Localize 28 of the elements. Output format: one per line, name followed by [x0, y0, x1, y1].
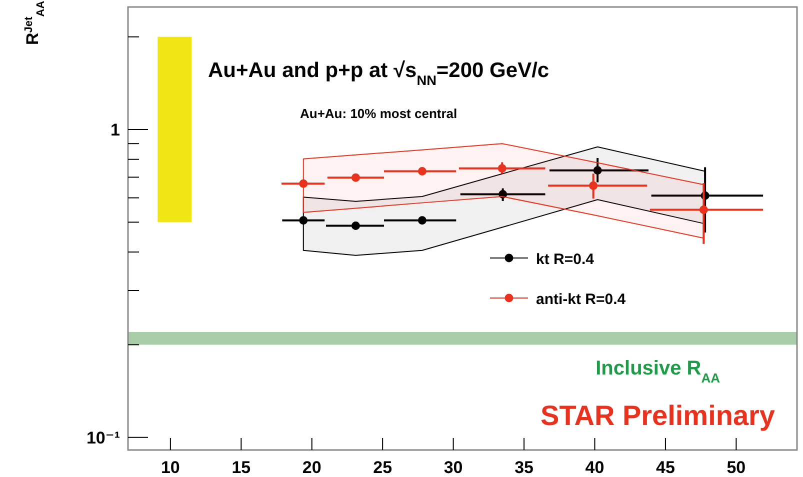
point: [299, 216, 308, 225]
legend-label: kt R=0.4: [536, 251, 595, 268]
x-tick-label: 45: [656, 458, 675, 477]
point: [418, 216, 426, 225]
point: [351, 173, 360, 182]
point: [351, 221, 360, 230]
x-tick-label: 40: [585, 458, 604, 477]
point: [593, 166, 602, 175]
point: [498, 190, 508, 199]
annotation: Au+Au: 10% most central: [300, 106, 458, 121]
x-tick-label: 20: [302, 458, 322, 477]
point: [589, 181, 598, 190]
y-tick-label: 10⁻¹: [86, 428, 120, 448]
x-tick-label: 30: [444, 458, 463, 477]
point: [418, 166, 426, 176]
x-tick-label: 25: [373, 458, 392, 477]
y-tick-label: 1: [110, 120, 120, 140]
band-label: Inclusive R$_{AA}$: [596, 358, 721, 386]
x-tick-label: 35: [514, 458, 534, 477]
annotation: STAR Preliminary: [540, 400, 776, 431]
x-tick-label: 50: [726, 458, 746, 477]
x-tick-label: 10: [160, 458, 180, 477]
point: [299, 179, 308, 188]
x-tick-label: 15: [232, 458, 251, 477]
point: [699, 205, 708, 214]
legend-label: anti-kt R=0.4: [536, 291, 626, 308]
text: Au+Au and p+p at √s$_{NN}$=200 GeV/c: [208, 59, 550, 88]
point: [498, 164, 506, 173]
